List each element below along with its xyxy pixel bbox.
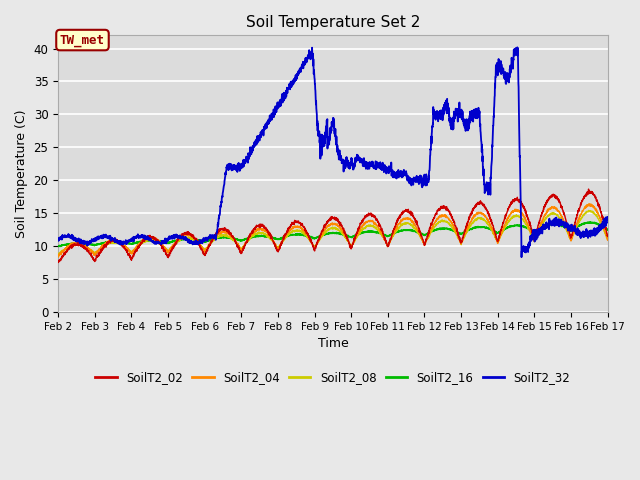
SoilT2_02 — [604, 233, 611, 239]
SoilT2_08 — [593, 213, 601, 219]
X-axis label: Time: Time — [317, 337, 348, 350]
SoilT2_02 — [593, 198, 601, 204]
SoilT2_32 — [513, 45, 521, 50]
SoilT2_16 — [604, 227, 611, 233]
SoilT2_16 — [289, 232, 297, 238]
SoilT2_16 — [593, 221, 601, 227]
Text: TW_met: TW_met — [60, 34, 105, 47]
SoilT2_16 — [55, 244, 63, 250]
SoilT2_02 — [117, 241, 125, 247]
SoilT2_02 — [534, 224, 541, 230]
SoilT2_08 — [585, 207, 593, 213]
Line: SoilT2_16: SoilT2_16 — [58, 222, 607, 247]
SoilT2_08 — [54, 252, 62, 257]
SoilT2_08 — [289, 229, 296, 235]
SoilT2_16 — [534, 227, 541, 232]
Y-axis label: Soil Temperature (C): Soil Temperature (C) — [15, 109, 28, 238]
SoilT2_16 — [54, 243, 62, 249]
SoilT2_04 — [587, 201, 595, 207]
Line: SoilT2_02: SoilT2_02 — [58, 189, 607, 263]
SoilT2_16 — [587, 219, 595, 225]
SoilT2_32 — [54, 235, 62, 241]
Legend: SoilT2_02, SoilT2_04, SoilT2_08, SoilT2_16, SoilT2_32: SoilT2_02, SoilT2_04, SoilT2_08, SoilT2_… — [91, 367, 575, 389]
SoilT2_32 — [265, 120, 273, 126]
SoilT2_32 — [117, 240, 125, 246]
SoilT2_02 — [54, 259, 62, 265]
SoilT2_32 — [150, 238, 157, 244]
Line: SoilT2_32: SoilT2_32 — [58, 48, 607, 257]
Line: SoilT2_08: SoilT2_08 — [58, 210, 607, 254]
SoilT2_32 — [593, 228, 601, 234]
SoilT2_16 — [117, 239, 125, 245]
SoilT2_08 — [265, 234, 273, 240]
SoilT2_04 — [117, 240, 125, 246]
SoilT2_32 — [534, 228, 542, 234]
Line: SoilT2_04: SoilT2_04 — [58, 204, 607, 257]
SoilT2_08 — [150, 238, 157, 243]
SoilT2_04 — [54, 254, 62, 260]
SoilT2_04 — [534, 230, 541, 236]
SoilT2_02 — [585, 186, 593, 192]
SoilT2_08 — [117, 241, 125, 247]
SoilT2_08 — [534, 231, 541, 237]
SoilT2_32 — [604, 214, 611, 220]
SoilT2_16 — [150, 237, 157, 243]
SoilT2_02 — [265, 232, 273, 238]
SoilT2_04 — [289, 224, 296, 229]
SoilT2_32 — [289, 80, 296, 86]
SoilT2_02 — [150, 234, 157, 240]
SoilT2_04 — [265, 232, 273, 238]
SoilT2_16 — [265, 234, 273, 240]
SoilT2_04 — [593, 208, 601, 214]
SoilT2_04 — [604, 237, 611, 243]
SoilT2_04 — [150, 235, 157, 240]
SoilT2_08 — [604, 236, 611, 242]
SoilT2_02 — [289, 221, 297, 227]
SoilT2_32 — [518, 254, 525, 260]
SoilT2_02 — [54, 260, 62, 265]
Title: Soil Temperature Set 2: Soil Temperature Set 2 — [246, 15, 420, 30]
